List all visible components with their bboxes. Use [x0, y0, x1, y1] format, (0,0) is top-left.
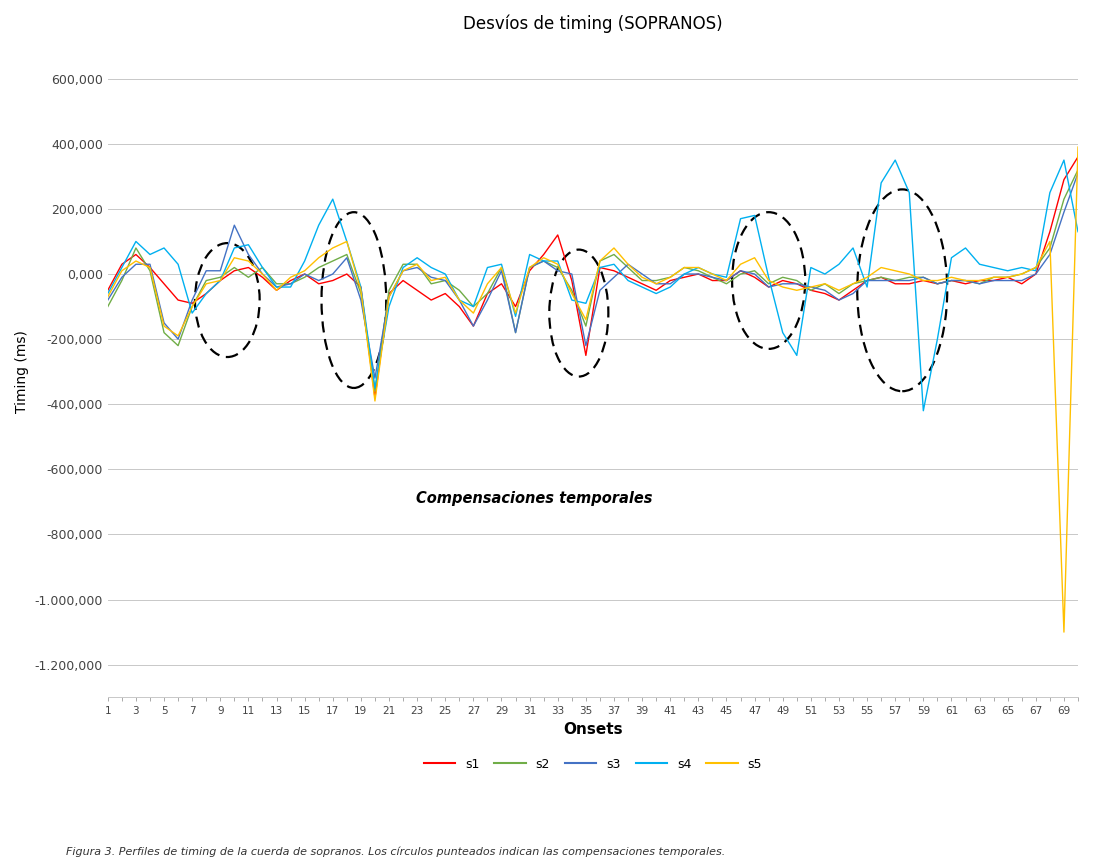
Legend: s1, s2, s3, s4, s5: s1, s2, s3, s4, s5 [419, 753, 767, 776]
s4 [959, 243, 972, 253]
s2 [944, 276, 957, 286]
Line: s4: s4 [108, 160, 1078, 411]
s1 [326, 276, 339, 286]
s4 [509, 311, 522, 321]
s1 [411, 285, 424, 295]
s5 [326, 243, 339, 253]
Text: Compensaciones temporales: Compensaciones temporales [416, 491, 653, 506]
s1 [944, 276, 957, 286]
s3 [1071, 168, 1084, 178]
s3 [411, 263, 424, 273]
s4 [889, 155, 902, 165]
s3 [368, 373, 381, 383]
s3 [931, 279, 944, 289]
s5 [1071, 142, 1084, 152]
s4 [397, 263, 410, 273]
s1 [649, 285, 662, 295]
s1 [227, 265, 240, 276]
s4 [102, 288, 115, 299]
s5 [102, 292, 115, 302]
s1 [931, 279, 944, 289]
s5 [931, 276, 944, 286]
Title: Desvíos de timing (SOPRANOS): Desvíos de timing (SOPRANOS) [463, 15, 722, 34]
s5 [1057, 627, 1070, 637]
s4 [635, 282, 648, 292]
Y-axis label: Timing (ms): Timing (ms) [15, 331, 30, 413]
s3 [326, 269, 339, 279]
s2 [1071, 164, 1084, 175]
s3 [102, 295, 115, 306]
Line: s3: s3 [108, 173, 1078, 378]
Line: s2: s2 [108, 170, 1078, 391]
Line: s1: s1 [108, 157, 1078, 398]
s5 [227, 252, 240, 263]
s3 [944, 276, 957, 286]
s2 [931, 279, 944, 289]
Text: Figura 3. Perfiles de timing de la cuerda de sopranos. Los círculos punteados in: Figura 3. Perfiles de timing de la cuerd… [66, 846, 725, 857]
s2 [411, 259, 424, 269]
s4 [326, 194, 339, 204]
s4 [917, 406, 930, 416]
s1 [102, 285, 115, 295]
s2 [368, 386, 381, 396]
s3 [649, 279, 662, 289]
s5 [917, 276, 930, 286]
s2 [227, 263, 240, 273]
s2 [649, 276, 662, 286]
s5 [397, 265, 410, 276]
s4 [227, 243, 240, 253]
Line: s5: s5 [108, 147, 1078, 632]
s1 [368, 393, 381, 403]
s1 [1071, 152, 1084, 162]
s2 [102, 301, 115, 312]
s2 [326, 256, 339, 266]
s3 [227, 220, 240, 231]
X-axis label: Onsets: Onsets [563, 722, 623, 737]
s4 [1071, 226, 1084, 237]
s5 [635, 272, 648, 282]
